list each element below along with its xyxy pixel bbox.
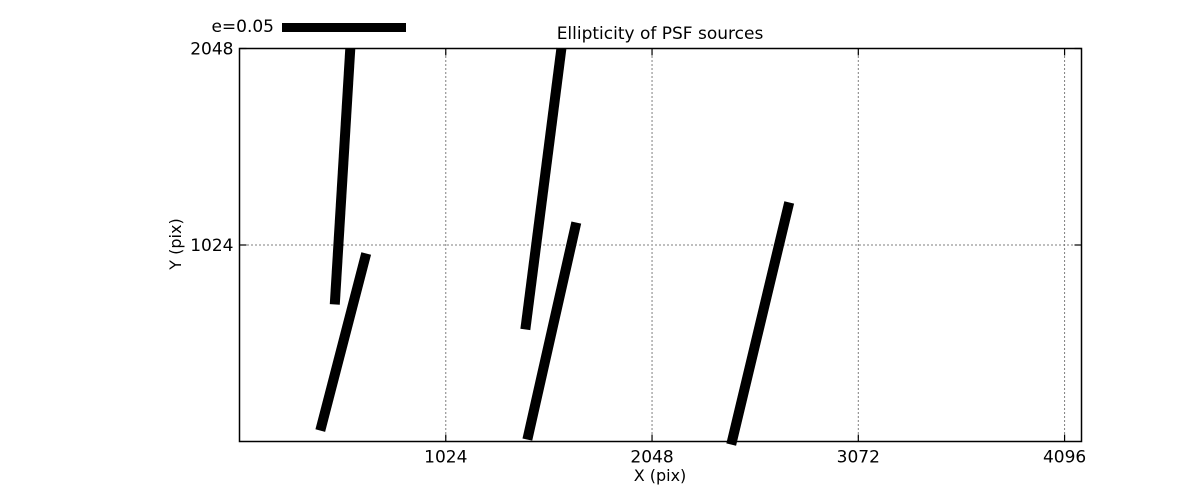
legend-sample-bar [282, 23, 406, 32]
chart-title: Ellipticity of PSF sources [556, 24, 764, 44]
ellipticity-whisker-2 [315, 252, 372, 432]
y-axis-label: Y (pix) [166, 218, 185, 270]
legend-label: e=0.05 [211, 17, 274, 37]
x-axis-label: X (pix) [633, 466, 687, 485]
y-tick-label-1024: 1024 [190, 236, 233, 256]
x-tick-label-1024: 1024 [424, 448, 467, 468]
ellipticity-whisker-3 [520, 47, 567, 331]
x-tick-label-3072: 3072 [837, 448, 880, 468]
y-tick-label-2048: 2048 [190, 40, 233, 60]
x-tick-label-2048: 2048 [630, 448, 673, 468]
ellipticity-whisker-4 [522, 221, 582, 441]
ellipticity-whisker-1 [329, 48, 356, 305]
x-tick-label-4096: 4096 [1043, 448, 1086, 468]
ellipticity-whisker-5 [726, 201, 795, 446]
